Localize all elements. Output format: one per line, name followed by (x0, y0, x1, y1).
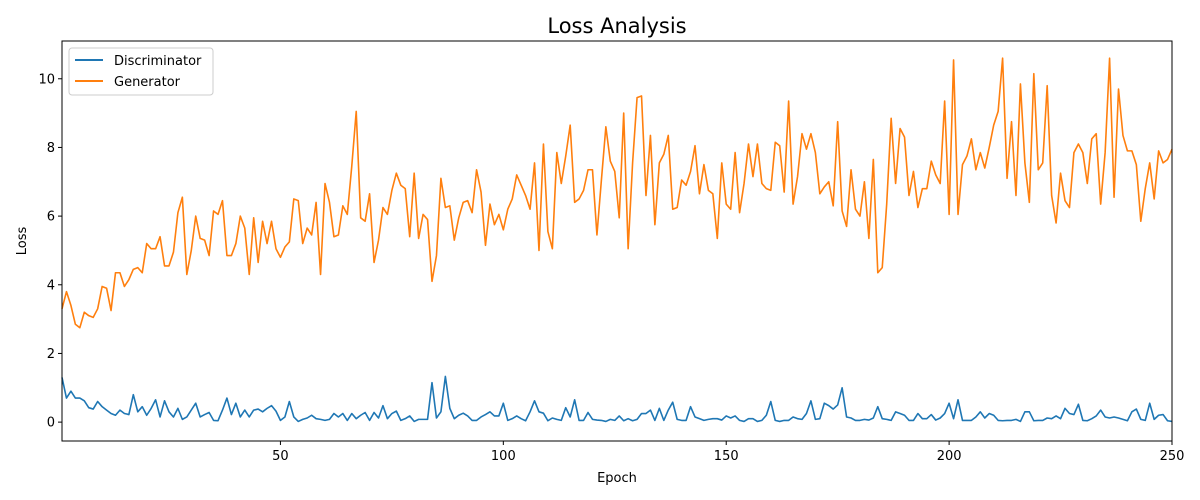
x-tick-label: 250 (1160, 449, 1185, 464)
y-tick-label: 2 (47, 347, 55, 362)
x-tick-label: 100 (491, 449, 516, 464)
legend-label-discriminator: Discriminator (114, 54, 202, 69)
x-tick-label: 150 (714, 449, 739, 464)
legend-box (68, 47, 214, 96)
plot-frame (61, 40, 1173, 442)
y-tick-label: 4 (47, 278, 55, 293)
y-tick-label: 6 (47, 210, 55, 225)
series-lines (61, 57, 1173, 423)
legend-label-generator: Generator (114, 75, 181, 90)
chart-title: Loss Analysis (547, 14, 686, 38)
y-tick-label: 0 (47, 416, 55, 431)
y-tick-label: 10 (38, 72, 55, 87)
x-axis: 50 100 150 200 250 (272, 441, 1184, 464)
legend: Discriminator Generator (68, 47, 214, 96)
x-axis-label: Epoch (597, 471, 637, 486)
series-line-discriminator (61, 375, 1173, 423)
plot-area (61, 40, 1173, 442)
y-axis: 0 2 4 6 8 10 (38, 72, 62, 431)
x-tick-label: 50 (272, 449, 289, 464)
series-line-generator (61, 57, 1173, 329)
y-axis-label: Loss (15, 227, 30, 256)
x-tick-label: 200 (937, 449, 962, 464)
y-tick-label: 8 (47, 141, 55, 156)
